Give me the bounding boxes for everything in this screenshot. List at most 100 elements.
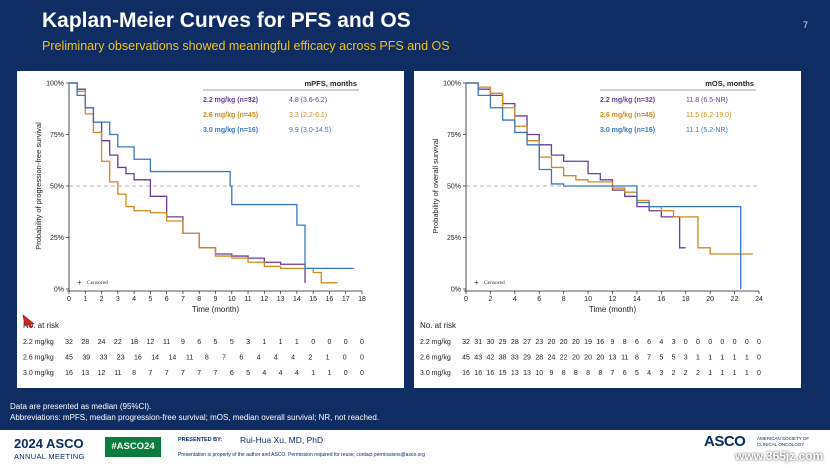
risk-table-cell: 1 bbox=[279, 339, 283, 346]
risk-table-cell: 33 bbox=[511, 355, 519, 362]
censored-marker-icon: + bbox=[474, 278, 479, 287]
pfs-chart-panel: 0% 25% 50% 75% 100% 0 1 2 3 4 5 6 7 8 9 10 11 12 13 14 15 16 1… bbox=[17, 71, 404, 388]
risk-table-cell: 12 bbox=[146, 339, 154, 346]
risk-table-cell: 28 bbox=[511, 339, 519, 346]
risk-table-cell: 0 bbox=[360, 355, 364, 362]
risk-table-cell: 0 bbox=[757, 355, 761, 362]
risk-table-cell: 1 bbox=[262, 339, 266, 346]
risk-table-cell: 0 bbox=[327, 339, 331, 346]
y-tick-label: 75% bbox=[50, 132, 64, 139]
risk-table-cell: 13 bbox=[81, 370, 89, 377]
risk-table-cell: 7 bbox=[214, 370, 218, 377]
risk-table-cell: 0 bbox=[708, 339, 712, 346]
risk-table-cell: 28 bbox=[535, 355, 543, 362]
risk-table-cell: 13 bbox=[523, 370, 531, 377]
x-axis-label: Time (month) bbox=[589, 305, 637, 314]
risk-table-cell: 20 bbox=[584, 355, 592, 362]
risk-table-row-label: 2.6 mg/kg bbox=[23, 355, 54, 362]
risk-table-cell: 20 bbox=[596, 355, 604, 362]
risk-table-cell: 0 bbox=[344, 370, 348, 377]
risk-table-cell: 9 bbox=[550, 370, 554, 377]
page-number: 7 bbox=[802, 20, 808, 30]
censored-marker-icon: + bbox=[77, 278, 82, 287]
risk-table-cell: 6 bbox=[635, 339, 639, 346]
risk-table-row-label: 2.2 mg/kg bbox=[420, 339, 451, 346]
risk-table-row-label: 3.0 mg/kg bbox=[23, 370, 54, 377]
series-line-3-0-mg-kg bbox=[69, 82, 354, 270]
risk-table-cell: 39 bbox=[82, 355, 90, 362]
hashtag-badge: #ASCO24 bbox=[105, 437, 161, 457]
series-line-2-6-mg-kg bbox=[466, 82, 753, 255]
risk-table-cell: 0 bbox=[344, 339, 348, 346]
series-line-3-0-mg-kg bbox=[466, 82, 742, 289]
risk-table-header: No. at risk bbox=[420, 321, 457, 330]
x-tick-label: 15 bbox=[309, 296, 317, 303]
asco-annual-meeting-label: ANNUAL MEETING bbox=[14, 452, 85, 461]
risk-table-cell: 6 bbox=[623, 370, 627, 377]
risk-table-cell: 22 bbox=[560, 355, 568, 362]
x-tick-label: 8 bbox=[197, 296, 201, 303]
risk-table-cell: 8 bbox=[586, 370, 590, 377]
x-tick-label: 7 bbox=[181, 296, 185, 303]
risk-table-cell: 5 bbox=[214, 339, 218, 346]
risk-table-cell: 33 bbox=[100, 355, 108, 362]
risk-table-cell: 10 bbox=[535, 370, 543, 377]
x-tick-label: 14 bbox=[633, 296, 641, 303]
censored-legend-label: Censored bbox=[484, 280, 505, 286]
x-tick-label: 8 bbox=[562, 296, 566, 303]
asco-society-name: AMERICAN SOCIETY OF CLINICAL ONCOLOGY bbox=[757, 436, 810, 447]
pfs-chart: 0%25%50%75%100%0 1 2 3 4 5 6 7 8 9 10 11 12 13 14 15 16 1… bbox=[23, 79, 366, 377]
x-tick-label: 4 bbox=[132, 296, 136, 303]
risk-table-cell: 13 bbox=[511, 370, 519, 377]
risk-table-cell: 29 bbox=[523, 355, 531, 362]
risk-table-cell: 29 bbox=[499, 339, 507, 346]
risk-table-cell: 20 bbox=[560, 339, 568, 346]
risk-table-cell: 24 bbox=[548, 355, 556, 362]
risk-table-cell: 2 bbox=[672, 370, 676, 377]
risk-table-cell: 7 bbox=[181, 370, 185, 377]
y-axis-label: Probability of overall survival bbox=[431, 138, 440, 233]
series-line-2-6-mg-kg bbox=[69, 82, 338, 284]
x-tick-label: 12 bbox=[260, 296, 268, 303]
risk-table-cell: 3 bbox=[684, 355, 688, 362]
legend-entry-label: 2.6 mg/kg (n=45) bbox=[600, 112, 655, 119]
risk-table-cell: 16 bbox=[462, 370, 470, 377]
risk-table-cell: 45 bbox=[462, 355, 470, 362]
risk-table-cell: 16 bbox=[65, 370, 73, 377]
risk-table-row-label: 3.0 mg/kg bbox=[420, 370, 451, 377]
risk-table-cell: 1 bbox=[295, 339, 299, 346]
risk-table-cell: 3 bbox=[246, 339, 250, 346]
x-tick-label: 10 bbox=[228, 296, 236, 303]
y-axis-label: Probability of progression-free survival bbox=[34, 122, 43, 250]
risk-table-cell: 1 bbox=[311, 370, 315, 377]
risk-table-cell: 8 bbox=[205, 355, 209, 362]
y-tick-label: 0% bbox=[54, 287, 64, 294]
risk-table-cell: 20 bbox=[572, 355, 580, 362]
risk-table-cell: 6 bbox=[197, 339, 201, 346]
x-tick-label: 1 bbox=[83, 296, 87, 303]
legend-entry-label: 3.0 mg/kg (n=16) bbox=[203, 127, 258, 134]
risk-table-cell: 11 bbox=[114, 370, 121, 377]
risk-table-cell: 4 bbox=[647, 370, 651, 377]
x-tick-label: 4 bbox=[513, 296, 517, 303]
risk-table-cell: 6 bbox=[239, 355, 243, 362]
risk-table-cell: 23 bbox=[117, 355, 125, 362]
x-tick-label: 0 bbox=[67, 296, 71, 303]
risk-table-cell: 31 bbox=[474, 339, 482, 346]
risk-table-cell: 0 bbox=[311, 339, 315, 346]
y-tick-label: 50% bbox=[447, 184, 461, 191]
risk-table-cell: 13 bbox=[609, 355, 617, 362]
risk-table-cell: 14 bbox=[169, 355, 177, 362]
x-tick-label: 6 bbox=[165, 296, 169, 303]
risk-table-cell: 3 bbox=[659, 370, 663, 377]
risk-table-cell: 1 bbox=[720, 355, 724, 362]
legend-entry-value: 11.8 (6.5-NR) bbox=[686, 97, 728, 104]
risk-table-cell: 1 bbox=[720, 370, 724, 377]
risk-table-cell: 11 bbox=[163, 339, 170, 346]
legend-entry-value: 4.8 (3.6-6.2) bbox=[289, 97, 327, 104]
x-tick-label: 6 bbox=[537, 296, 541, 303]
risk-table-cell: 1 bbox=[733, 370, 737, 377]
risk-table-cell: 18 bbox=[130, 339, 138, 346]
risk-table-cell: 11 bbox=[186, 355, 193, 362]
risk-table-cell: 7 bbox=[197, 370, 201, 377]
